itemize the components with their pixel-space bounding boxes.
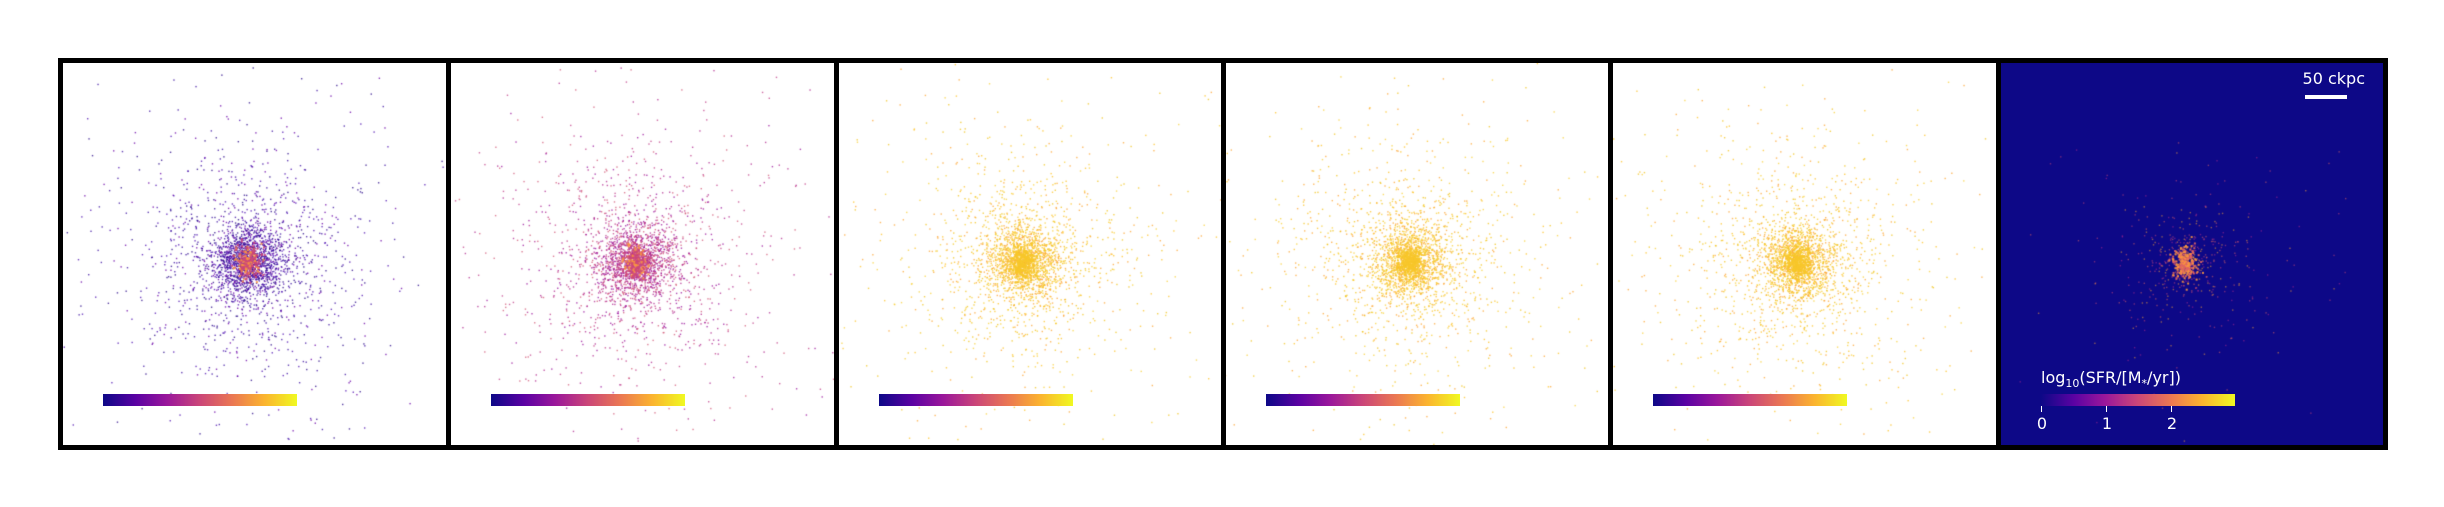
colorbar-title-log: log	[2041, 368, 2066, 387]
colorbar	[2041, 394, 2235, 406]
map-panel-5	[1613, 63, 1996, 445]
colorbar-tick-label: 1	[2101, 414, 2113, 433]
scale-bar-label: 50 ckpc	[2302, 69, 2365, 88]
particle-map	[839, 63, 1221, 445]
colorbar-tick	[2171, 406, 2172, 412]
map-panel-3	[839, 63, 1221, 445]
colorbar-tick-label: 2	[2166, 414, 2178, 433]
colorbar	[103, 394, 297, 406]
colorbar	[1266, 394, 1460, 406]
colorbar-title-unit: (SFR/[M	[2079, 368, 2142, 387]
particle-map	[451, 63, 834, 445]
map-panel-2	[451, 63, 834, 445]
particle-map	[1226, 63, 1608, 445]
map-panel-1	[63, 63, 446, 445]
colorbar-title-end: /yr])	[2147, 368, 2181, 387]
colorbar-tick-label: 0	[2036, 414, 2048, 433]
map-panel-6: 50 ckpc log10(SFR/[M*/yr]) 0 1 2	[2001, 63, 2383, 445]
scale-bar: 50 ckpc	[2302, 69, 2365, 109]
colorbar-tick	[2041, 406, 2042, 412]
panel-strip: 50 ckpc log10(SFR/[M*/yr]) 0 1 2	[58, 58, 2388, 450]
colorbar	[491, 394, 685, 406]
colorbar-title: log10(SFR/[M*/yr])	[2041, 368, 2181, 390]
colorbar-title-base: 10	[2065, 377, 2080, 391]
map-panel-4	[1226, 63, 1608, 445]
particle-map	[2001, 63, 2383, 445]
colorbar	[879, 394, 1073, 406]
colorbar-tick	[2106, 406, 2107, 412]
scale-bar-line	[2305, 95, 2347, 99]
colorbar	[1653, 394, 1847, 406]
particle-map	[1613, 63, 1996, 445]
colorbar-title-sun: *	[2141, 377, 2148, 391]
colorbar-ticks: 0 1 2	[2037, 406, 2235, 434]
particle-map	[63, 63, 446, 445]
